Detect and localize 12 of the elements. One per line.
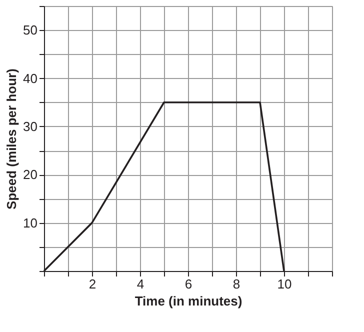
y-tick-label: 40 (23, 70, 38, 86)
y-tick-label: 30 (23, 118, 38, 134)
x-axis-title: Time (in minutes) (134, 294, 242, 308)
x-tick-label: 2 (88, 276, 96, 292)
x-tick-label: 6 (184, 276, 192, 292)
x-tick-label: 4 (136, 276, 144, 292)
y-tick-label: 20 (23, 167, 38, 182)
y-axis-title: Speed (miles per hour) (4, 68, 20, 210)
y-tick-label: 10 (23, 215, 38, 230)
x-tick-label: 8 (232, 276, 240, 292)
x-tick-label: 10 (277, 276, 292, 292)
y-tick-label: 50 (23, 22, 38, 38)
